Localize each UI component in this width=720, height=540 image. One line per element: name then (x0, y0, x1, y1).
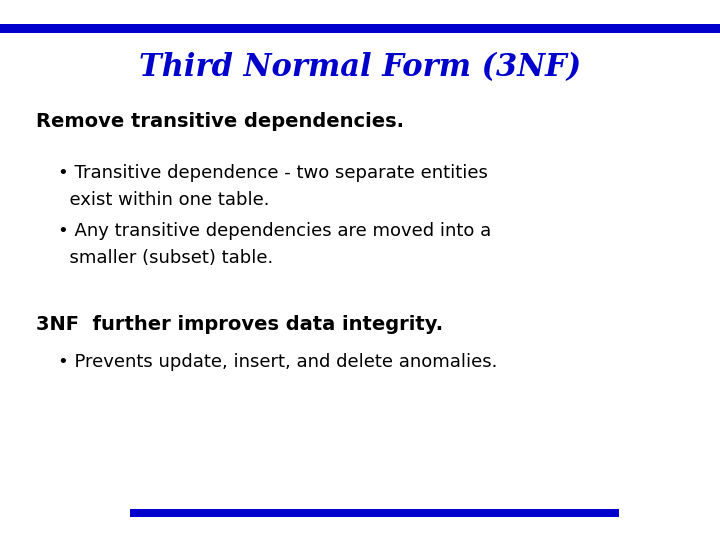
Bar (130, 509, 619, 517)
Text: Remove transitive dependencies.: Remove transitive dependencies. (36, 112, 404, 131)
Text: • Any transitive dependencies are moved into a: • Any transitive dependencies are moved … (58, 222, 491, 240)
Text: • Prevents update, insert, and delete anomalies.: • Prevents update, insert, and delete an… (58, 353, 497, 371)
Text: exist within one table.: exist within one table. (58, 191, 269, 209)
Bar (0, 24, 720, 33)
Text: smaller (subset) table.: smaller (subset) table. (58, 249, 273, 267)
Text: Third Normal Form (3NF): Third Normal Form (3NF) (139, 52, 581, 83)
Text: 3NF  further improves data integrity.: 3NF further improves data integrity. (36, 314, 443, 334)
Text: • Transitive dependence - two separate entities: • Transitive dependence - two separate e… (58, 164, 487, 182)
